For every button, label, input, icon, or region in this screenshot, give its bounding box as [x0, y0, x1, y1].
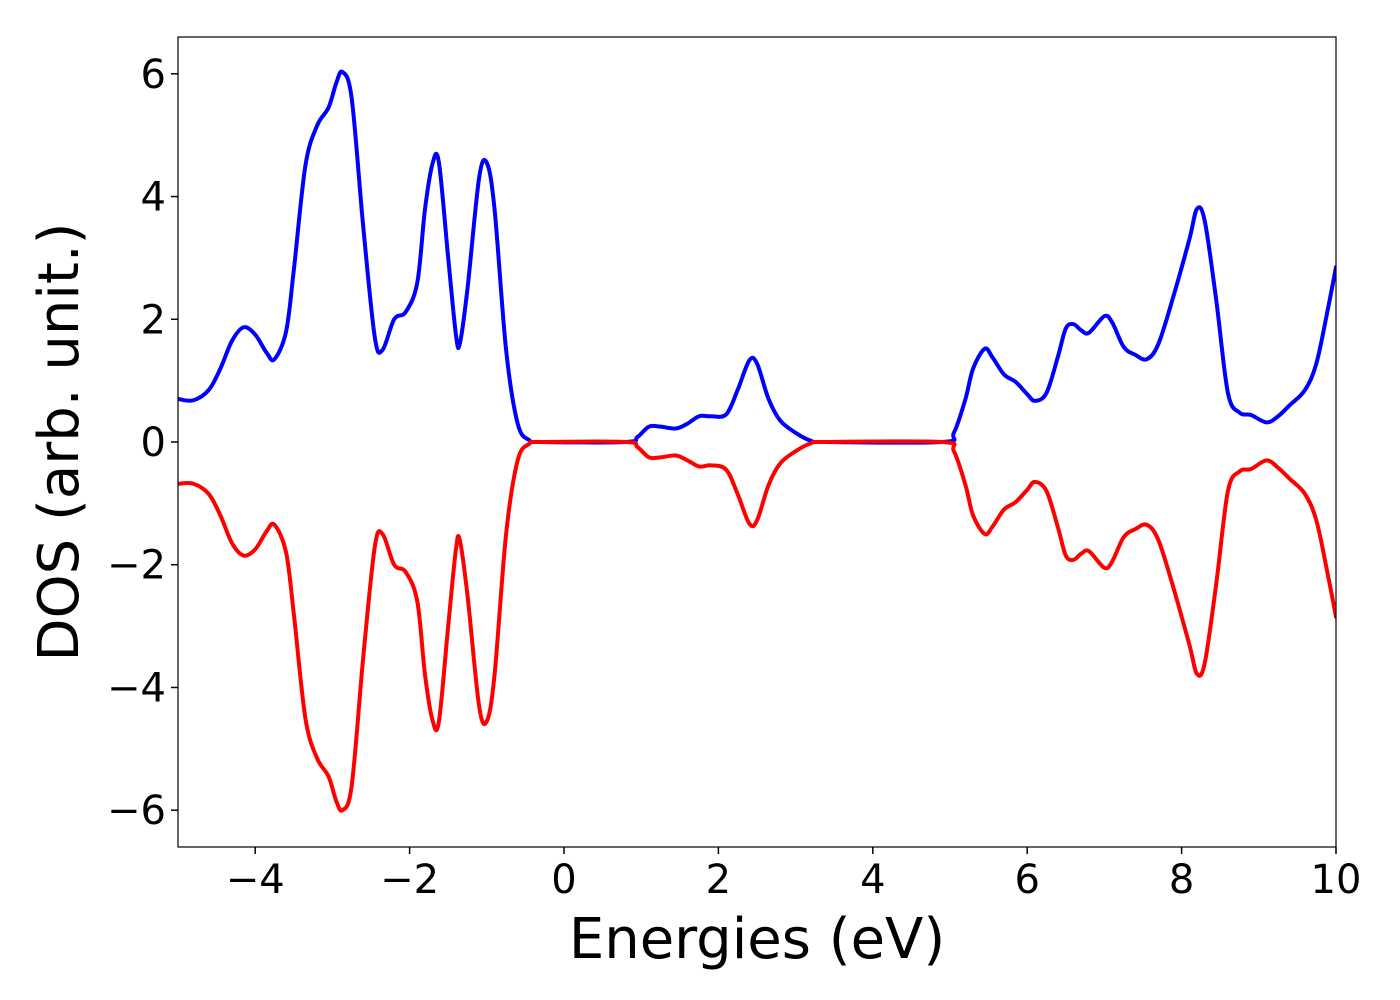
dos-series-positive-line — [178, 69, 1336, 445]
x-tick-label: 10 — [1311, 857, 1362, 903]
y-axis-title: DOS (arb. unit.) — [27, 222, 92, 661]
x-tick-label: 4 — [860, 857, 885, 903]
x-tick-label: −4 — [226, 857, 285, 903]
series-layer — [178, 69, 1336, 813]
y-tick-label: 0 — [141, 420, 166, 466]
y-axis: −6 −4 −2 0 2 4 6 — [107, 52, 178, 834]
y-tick-label: −2 — [107, 543, 166, 589]
y-tick-label: −6 — [107, 788, 166, 834]
y-tick-label: 2 — [141, 297, 166, 343]
x-tick-label: 8 — [1169, 857, 1194, 903]
x-tick-label: 0 — [551, 857, 576, 903]
x-tick-label: −2 — [380, 857, 439, 903]
x-tick-label: 6 — [1014, 857, 1039, 903]
y-tick-label: 4 — [141, 175, 166, 221]
dos-series-negative-line — [178, 439, 1336, 813]
x-axis-title: Energies (eV) — [569, 907, 945, 972]
x-axis: −4 −2 0 2 4 6 8 10 — [226, 847, 1362, 903]
x-tick-label: 2 — [706, 857, 731, 903]
y-tick-label: 6 — [141, 52, 166, 98]
y-tick-label: −4 — [107, 665, 166, 711]
